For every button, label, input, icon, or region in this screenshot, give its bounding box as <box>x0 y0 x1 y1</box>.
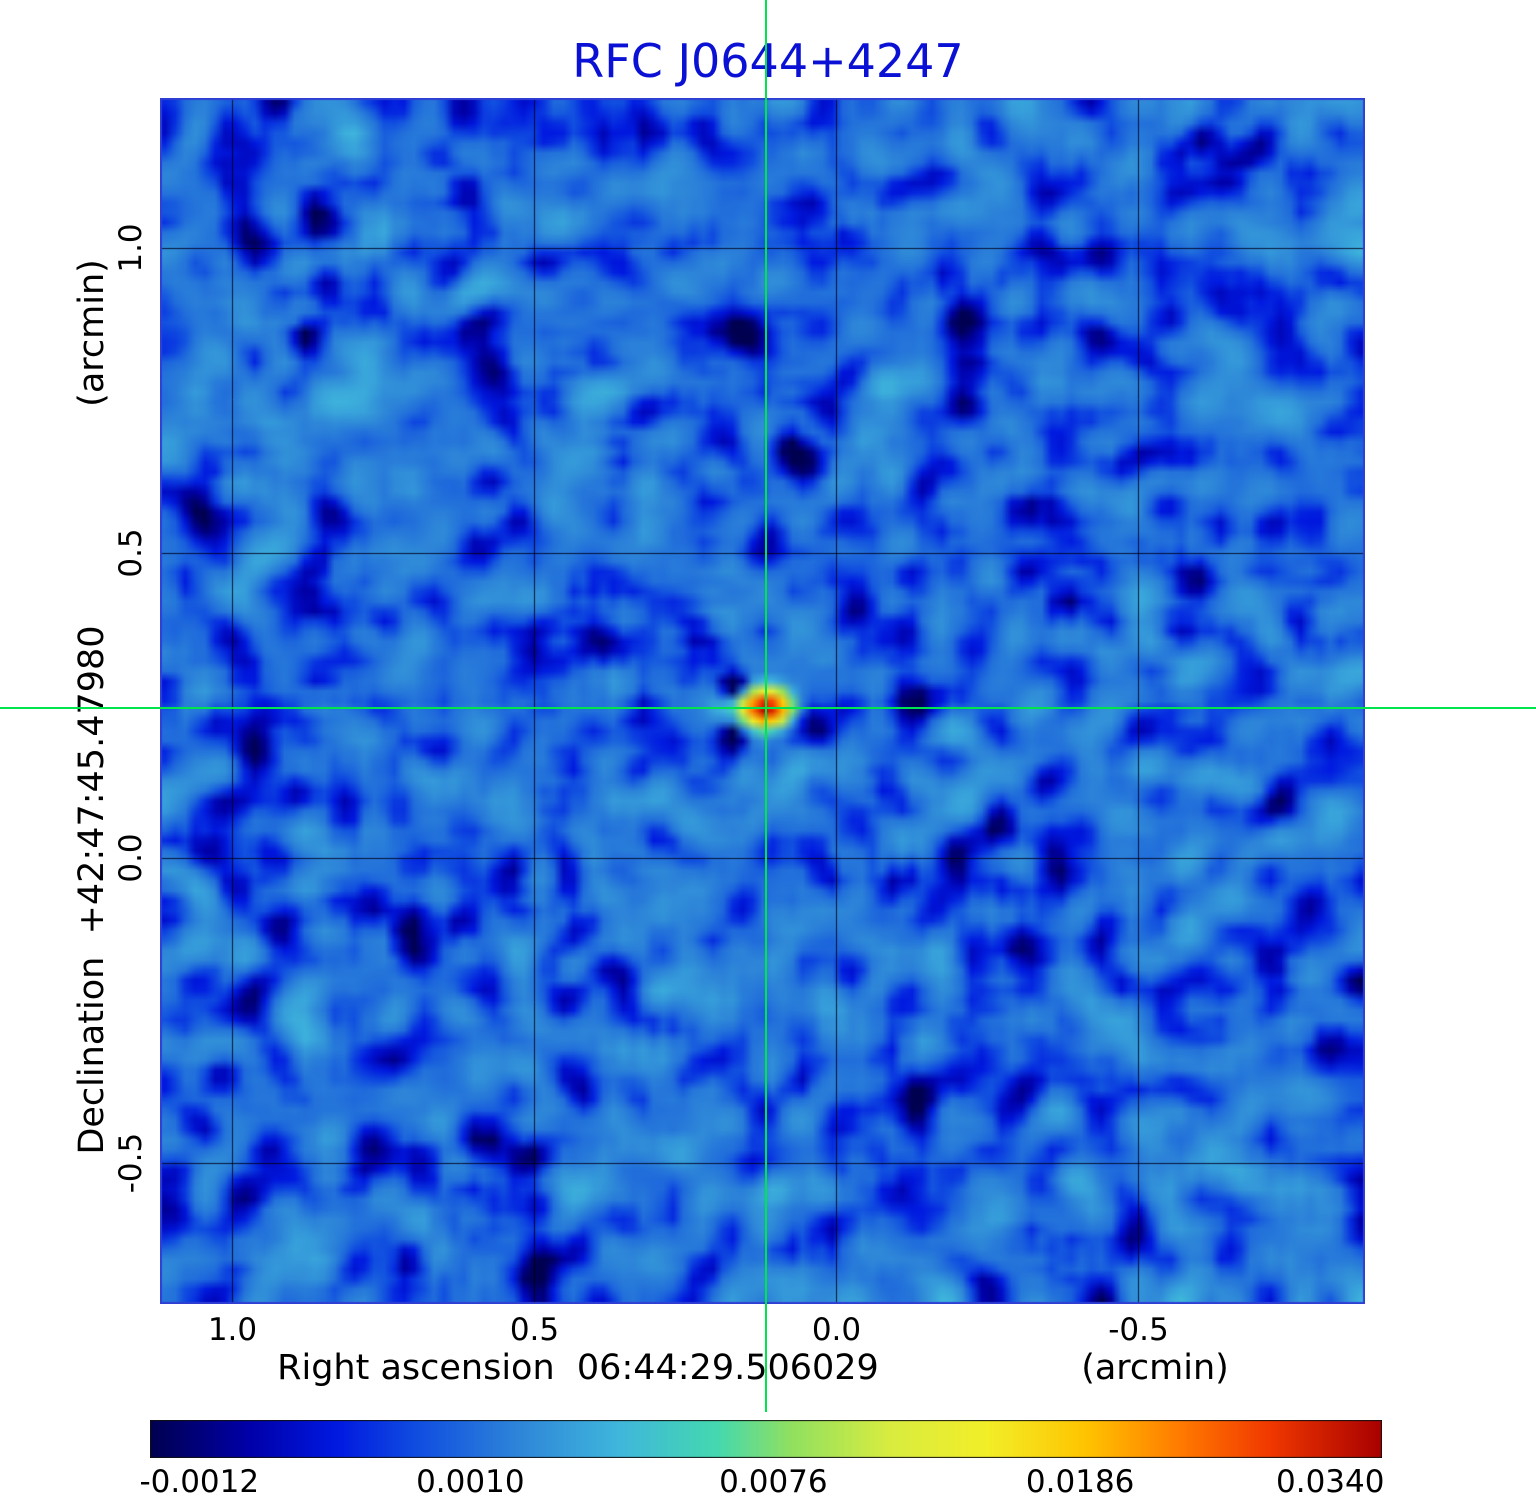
x-tick-label: 0.0 <box>811 1312 862 1348</box>
colorbar-tick-label: 0.0076 <box>719 1464 828 1500</box>
y-axis-unit-label: (arcmin) <box>72 259 112 407</box>
y-tick-label: 0.0 <box>113 833 149 883</box>
y-tick-label: 1.0 <box>113 223 149 273</box>
x-axis-title: Right ascension 06:44:29.506029 <box>277 1348 879 1388</box>
radio-intensity-map <box>160 98 1365 1304</box>
y-axis-title: Declination +42:47:45.47980 <box>72 625 112 1155</box>
y-tick-label: -0.5 <box>113 1132 149 1194</box>
crosshair-vertical-line <box>765 0 768 1412</box>
x-axis-unit-label: (arcmin) <box>1081 1348 1229 1388</box>
colorbar-tick-label: 0.0186 <box>1025 1464 1135 1500</box>
colorbar-gradient <box>150 1420 1382 1458</box>
y-tick-label: 0.5 <box>113 528 149 578</box>
crosshair-horizontal-line <box>0 707 1536 709</box>
figure-title: RFC J0644+4247 <box>572 34 964 88</box>
colorbar-tick-label: 0.0340 <box>1276 1464 1385 1500</box>
colorbar-tick-label: 0.0010 <box>416 1464 525 1500</box>
x-tick-label: 0.5 <box>509 1312 560 1348</box>
colorbar-tick-label: -0.0012 <box>139 1464 260 1500</box>
x-tick-label: 1.0 <box>207 1312 258 1348</box>
x-tick-label: -0.5 <box>1108 1312 1169 1348</box>
